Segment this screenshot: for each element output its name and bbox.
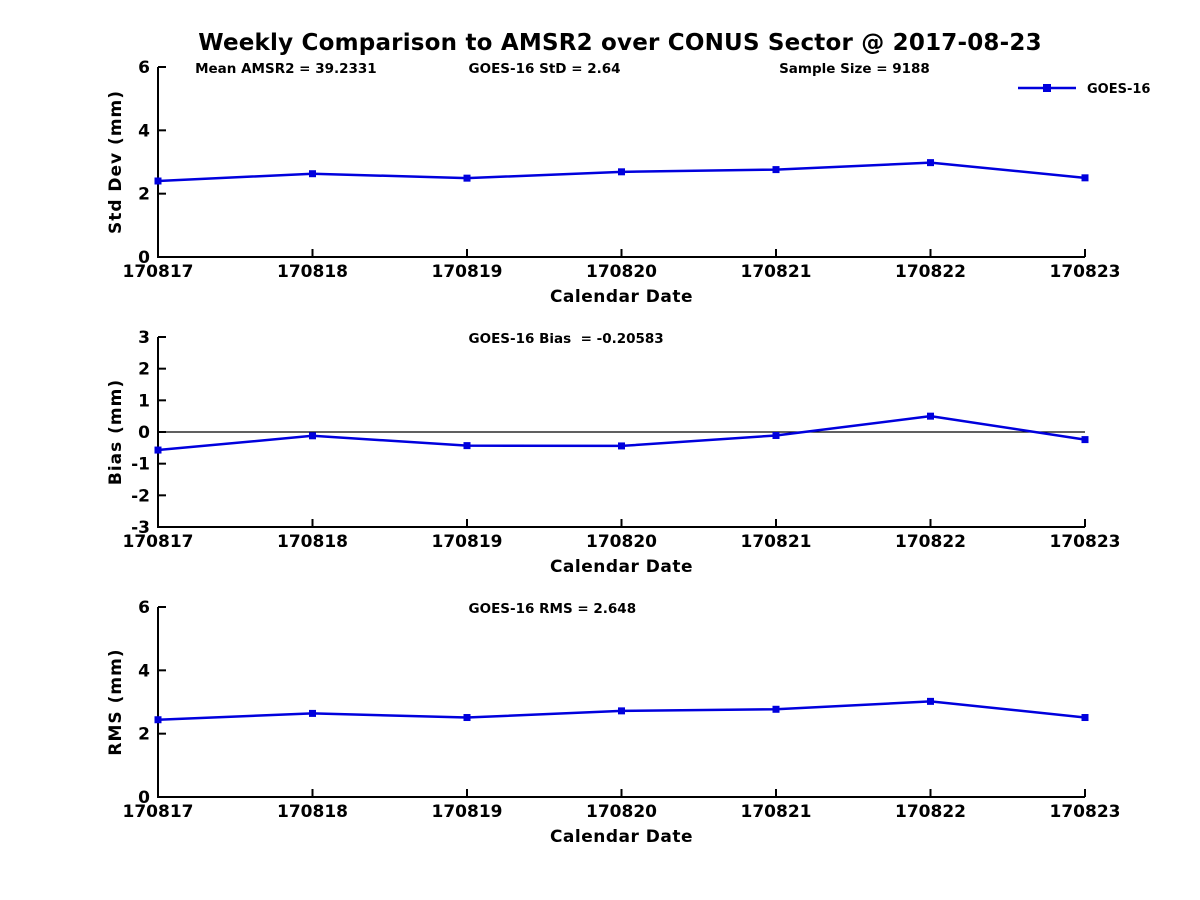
data-point-marker bbox=[463, 714, 471, 722]
data-point-marker bbox=[1081, 436, 1089, 444]
x-tick-label: 170819 bbox=[432, 262, 503, 282]
data-point-marker bbox=[309, 709, 316, 717]
chart-annotation-0: Mean AMSR2 = 39.2331 bbox=[195, 61, 377, 77]
x-axis-label: Calendar Date bbox=[550, 287, 693, 307]
chart-annotation-2: Sample Size = 9188 bbox=[779, 61, 930, 77]
x-tick-label: 170817 bbox=[123, 802, 194, 822]
data-point-marker bbox=[1081, 174, 1089, 182]
x-tick-label: 170817 bbox=[123, 262, 194, 282]
x-tick-label: 170821 bbox=[741, 802, 812, 822]
data-point-marker bbox=[927, 159, 934, 167]
y-tick-label: 1 bbox=[138, 391, 150, 411]
y-axis-label: Bias (mm) bbox=[106, 379, 126, 485]
std-dev-chart: Mean AMSR2 = 39.2331 GOES-16 StD = 2.64 Sa… bbox=[106, 58, 1150, 307]
x-axis-label: Calendar Date bbox=[550, 827, 693, 847]
data-point-marker bbox=[463, 442, 471, 450]
data-point-marker bbox=[463, 174, 471, 182]
rms-chart: GOES-16 RMS = 2.648 0 2 4 6 170817 170818 17081… bbox=[106, 598, 1121, 847]
x-tick-label: 170820 bbox=[586, 532, 657, 552]
data-point-marker bbox=[772, 431, 780, 439]
data-point-marker bbox=[154, 716, 162, 724]
chart-annotation-0: GOES-16 RMS = 2.648 bbox=[469, 601, 637, 617]
data-point-marker bbox=[309, 170, 316, 178]
x-tick-label: 170822 bbox=[895, 802, 966, 822]
chart-annotation-1: GOES-16 StD = 2.64 bbox=[469, 61, 621, 77]
data-point-marker bbox=[1081, 714, 1089, 722]
bias-chart: GOES-16 Bias = -0.20583 -3 -2 -1 0 1 2 3 170817 1… bbox=[106, 328, 1121, 577]
y-axis-label: Std Dev (mm) bbox=[106, 90, 126, 234]
legend-marker-sample bbox=[1043, 84, 1051, 92]
y-tick-label: 2 bbox=[138, 185, 150, 205]
y-tick-label: 6 bbox=[138, 598, 150, 618]
x-tick-label: 170820 bbox=[586, 802, 657, 822]
data-point-marker bbox=[154, 177, 162, 185]
x-tick-label: 170821 bbox=[741, 532, 812, 552]
x-tick-label: 170818 bbox=[277, 262, 348, 282]
x-tick-label: 170821 bbox=[741, 262, 812, 282]
y-tick-label: 2 bbox=[138, 725, 150, 745]
y-tick-label: -1 bbox=[131, 455, 150, 475]
legend-label: GOES-16 bbox=[1087, 82, 1150, 97]
x-tick-label: 170823 bbox=[1050, 802, 1121, 822]
data-point-marker bbox=[154, 446, 162, 454]
y-tick-label: 0 bbox=[138, 248, 150, 268]
data-point-marker bbox=[618, 707, 625, 715]
axis-spines bbox=[157, 67, 1085, 258]
data-point-marker bbox=[772, 166, 780, 174]
x-tick-label: 170822 bbox=[895, 532, 966, 552]
y-tick-label: 0 bbox=[138, 423, 150, 443]
data-point-marker bbox=[309, 432, 316, 440]
data-point-marker bbox=[772, 705, 780, 713]
x-tick-label: 170818 bbox=[277, 802, 348, 822]
y-tick-label: 4 bbox=[138, 121, 150, 141]
x-tick-label: 170823 bbox=[1050, 532, 1121, 552]
x-tick-label: 170820 bbox=[586, 262, 657, 282]
data-point-marker bbox=[618, 168, 625, 176]
y-tick-label: -2 bbox=[131, 486, 150, 506]
y-axis-label: RMS (mm) bbox=[106, 648, 126, 755]
y-tick-label: -3 bbox=[131, 518, 150, 538]
x-tick-label: 170823 bbox=[1050, 262, 1121, 282]
figure-title: Weekly Comparison to AMSR2 over CONUS Se… bbox=[198, 30, 1042, 56]
y-tick-label: 4 bbox=[138, 661, 150, 681]
y-tick-label: 3 bbox=[138, 328, 150, 348]
y-tick-label: 0 bbox=[138, 788, 150, 808]
x-tick-label: 170819 bbox=[432, 802, 503, 822]
data-point-marker bbox=[927, 412, 934, 420]
y-tick-label: 2 bbox=[138, 360, 150, 380]
x-tick-label: 170818 bbox=[277, 532, 348, 552]
chart-annotation-0: GOES-16 Bias = -0.20583 bbox=[469, 331, 664, 347]
y-tick-label: 6 bbox=[138, 58, 150, 78]
data-point-marker bbox=[927, 697, 934, 705]
data-point-marker bbox=[618, 442, 625, 450]
x-tick-label: 170817 bbox=[123, 532, 194, 552]
x-tick-label: 170822 bbox=[895, 262, 966, 282]
x-tick-label: 170819 bbox=[432, 532, 503, 552]
x-axis-label: Calendar Date bbox=[550, 557, 693, 577]
